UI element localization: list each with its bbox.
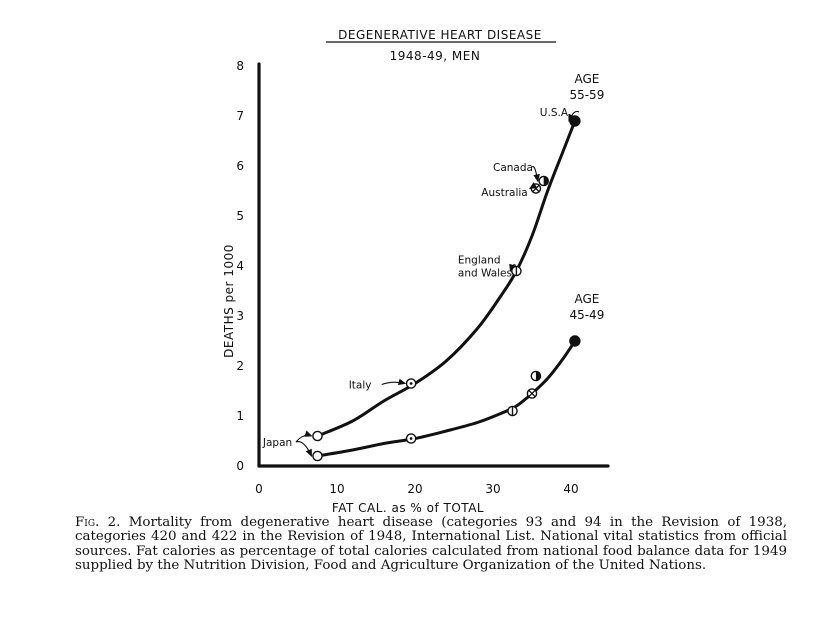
annotation-line: England xyxy=(458,255,501,267)
annotation-arrow xyxy=(381,378,407,386)
series-label-line: 55-59 xyxy=(569,88,604,102)
x-tick-label: 20 xyxy=(407,482,422,496)
tick-labels: 0 1 2 3 4 5 6 7 8 0 10 20 30 40 xyxy=(236,59,578,496)
y-tick-label: 6 xyxy=(236,159,244,173)
y-tick-label: 7 xyxy=(236,109,244,123)
data-point xyxy=(526,388,538,399)
series-label-line: AGE xyxy=(574,72,599,86)
annotation-arrow xyxy=(509,263,517,273)
data-point xyxy=(538,175,550,187)
data-point xyxy=(569,335,581,347)
marker-ring xyxy=(312,430,323,442)
annotation-label: Italy xyxy=(349,380,372,392)
y-tick-label: 4 xyxy=(236,259,244,273)
data-point xyxy=(312,450,323,462)
y-tick-label: 3 xyxy=(236,309,244,323)
marker-center-dot xyxy=(409,437,413,440)
data-point xyxy=(530,370,542,382)
data-point xyxy=(405,378,417,389)
data-point xyxy=(511,265,522,277)
annotation-line: Australia xyxy=(481,187,527,199)
annotation-line: U.S.A. xyxy=(540,107,571,119)
chart-subtitle: 1948-49, MEN xyxy=(390,49,481,63)
marker-center-dot xyxy=(409,382,413,385)
data-point xyxy=(507,405,518,417)
x-tick-label: 30 xyxy=(485,482,500,496)
series-label: AGE 45-49 xyxy=(569,292,604,322)
marker-ring xyxy=(312,450,323,462)
series-labels: AGE 55-59 AGE 45-49 xyxy=(569,72,604,322)
x-axis-label: FAT CAL. as % of TOTAL xyxy=(332,501,484,515)
y-tick-label: 5 xyxy=(236,209,244,223)
y-tick-label: 8 xyxy=(236,59,244,73)
figure-caption: Fig. 2. Mortality from degenerative hear… xyxy=(75,515,788,574)
marker-cross-b xyxy=(528,389,536,398)
x-tick-label: 10 xyxy=(329,482,344,496)
marker-filled xyxy=(569,115,581,127)
axes xyxy=(257,62,610,468)
y-axis-label: DEATHS per 1000 xyxy=(222,244,236,358)
data-point xyxy=(405,433,417,444)
figure-label: Fig. 2. xyxy=(75,515,121,530)
data-points xyxy=(312,115,581,462)
series-label-line: 45-49 xyxy=(569,308,604,322)
x-tick-label: 0 xyxy=(255,482,263,496)
chart-title: DEGENERATIVE HEART DISEASE xyxy=(338,28,542,42)
annotation-arrow xyxy=(531,166,540,183)
annotation-label: Canada xyxy=(493,162,533,174)
y-tick-label: 0 xyxy=(236,459,244,473)
series-line xyxy=(317,340,577,458)
data-point xyxy=(312,430,323,442)
annotation-line: Canada xyxy=(493,162,533,174)
annotation-line: Japan xyxy=(262,437,292,449)
data-point xyxy=(569,115,581,127)
series-label-line: AGE xyxy=(574,292,599,306)
annotation-label: Australia xyxy=(481,187,527,199)
annotation-arrow xyxy=(568,110,580,123)
annotation-line: Italy xyxy=(349,380,372,392)
annotation-label: Japan xyxy=(262,437,292,449)
marker-filled xyxy=(569,335,581,347)
y-tick-label: 2 xyxy=(236,359,244,373)
series-label: AGE 55-59 xyxy=(569,72,604,102)
figure-caption-text: Mortality from degenerative heart diseas… xyxy=(75,515,788,574)
annotation-label: England and Wales xyxy=(458,255,512,280)
annotation-arrow xyxy=(295,430,313,443)
series-line xyxy=(316,120,577,438)
x-tick-label: 40 xyxy=(563,482,578,496)
marker-half-fill xyxy=(543,176,549,186)
marker-half-fill xyxy=(535,371,541,381)
annotation-arrow xyxy=(528,182,540,193)
annotation-arrow xyxy=(295,441,312,457)
annotation-label: U.S.A. xyxy=(540,107,571,119)
y-tick-label: 1 xyxy=(236,409,244,423)
annotations: Japan Italy England and Wales Australia Canad… xyxy=(262,107,580,457)
series-curves xyxy=(316,120,577,458)
chart: DEGENERATIVE HEART DISEASE 1948-49, MEN … xyxy=(222,28,610,515)
annotation-line: and Wales xyxy=(458,268,512,280)
